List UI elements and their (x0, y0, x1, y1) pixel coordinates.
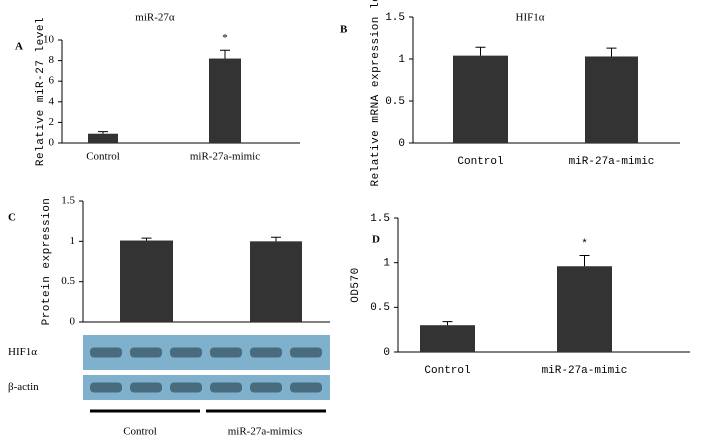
blot-strip (83, 375, 330, 400)
bar (453, 55, 508, 143)
y-tick-label: 4 (49, 95, 55, 107)
panel: D OD570 0 0.5 1 1.5 Control * miR-27a-mimic (350, 213, 690, 377)
blot-strip (83, 335, 330, 370)
y-tick-label: 0.5 (61, 275, 75, 287)
panel-letter: B (340, 24, 348, 36)
y-tick-label: 1 (70, 235, 76, 247)
error-bar (220, 49, 230, 59)
y-axis-label: Relative mRNA expression level (370, 0, 382, 187)
error-bar (442, 321, 453, 326)
error-bar (606, 47, 617, 57)
x-tick-label: miR-27a-mimic (190, 151, 260, 163)
bar (250, 241, 302, 322)
y-tick-label: 0.5 (385, 96, 405, 108)
blot-band (170, 382, 202, 393)
blot-label: β-actin (8, 381, 39, 393)
significance-mark: * (581, 238, 588, 250)
bar (120, 240, 173, 322)
blot-band (130, 382, 162, 393)
error-bar (475, 46, 486, 56)
blot-band (130, 347, 162, 358)
blot-band (170, 347, 202, 358)
chart-title: miR-27α (135, 12, 175, 24)
y-tick-label: 0 (383, 347, 390, 359)
error-bar (271, 236, 281, 242)
error-bar (579, 255, 590, 267)
y-tick-label: 0 (398, 138, 405, 150)
y-tick-label: 1.5 (385, 12, 405, 24)
panel-letter: C (8, 212, 16, 224)
chart-title: HIF1α (516, 12, 545, 24)
x-tick-label: Control (457, 156, 503, 168)
y-axis-label: OD570 (350, 267, 362, 303)
bar (88, 133, 118, 143)
x-tick-label: Control (123, 426, 157, 438)
blot-band (290, 347, 322, 358)
y-tick-label: 0.5 (370, 302, 390, 314)
error-bar (98, 131, 108, 134)
panel-letter: D (372, 234, 380, 246)
bar (585, 56, 638, 144)
panel: B HIF1α Relative mRNA expression level 0 0.5… (340, 0, 680, 187)
blot-band (250, 382, 282, 393)
x-tick-label: miR-27a-mimics (228, 426, 303, 438)
blot-band (210, 382, 242, 393)
y-tick-label: 10 (43, 34, 55, 46)
x-tick-label: Control (424, 365, 470, 377)
x-tick-label: Control (86, 151, 120, 163)
blot-band (210, 347, 242, 358)
error-bar (141, 237, 152, 241)
y-tick-label: 6 (49, 75, 55, 87)
significance-mark: * (222, 32, 228, 44)
y-tick-label: 1.5 (370, 213, 390, 225)
x-tick-label: miR-27a-mimic (542, 365, 628, 377)
y-tick-label: 1.5 (61, 195, 75, 207)
blot-band (290, 382, 322, 393)
blot-band (90, 382, 122, 393)
panel-letter: A (15, 41, 23, 53)
bar (557, 266, 612, 352)
y-tick-label: 2 (49, 116, 55, 128)
y-tick-label: 1 (398, 54, 405, 66)
y-tick-label: 1 (383, 258, 390, 270)
bar (420, 325, 475, 352)
blot-band (90, 347, 122, 358)
y-tick-label: 0 (70, 316, 76, 328)
x-tick-label: miR-27a-mimic (569, 156, 655, 168)
y-tick-label: 0 (49, 137, 55, 149)
y-axis-label: Relative miR-27 level (35, 17, 47, 166)
bar (209, 58, 241, 143)
y-axis-label: Protein expression (41, 198, 53, 326)
blot-label: HIF1α (8, 346, 37, 358)
blot-band (250, 347, 282, 358)
y-tick-label: 8 (49, 54, 55, 66)
panel: C Protein expression 0 0.5 1 1.5 Control miR-27… (8, 195, 330, 438)
